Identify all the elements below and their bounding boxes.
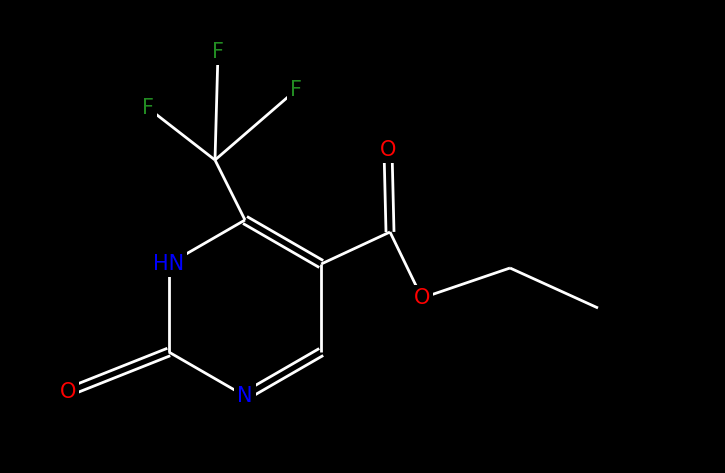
Text: N: N <box>237 386 253 406</box>
Text: O: O <box>59 382 76 402</box>
Text: F: F <box>212 42 224 62</box>
Text: F: F <box>142 98 154 118</box>
Text: O: O <box>380 140 396 160</box>
Text: F: F <box>290 80 302 100</box>
Text: HN: HN <box>153 254 184 274</box>
Text: O: O <box>414 288 430 308</box>
